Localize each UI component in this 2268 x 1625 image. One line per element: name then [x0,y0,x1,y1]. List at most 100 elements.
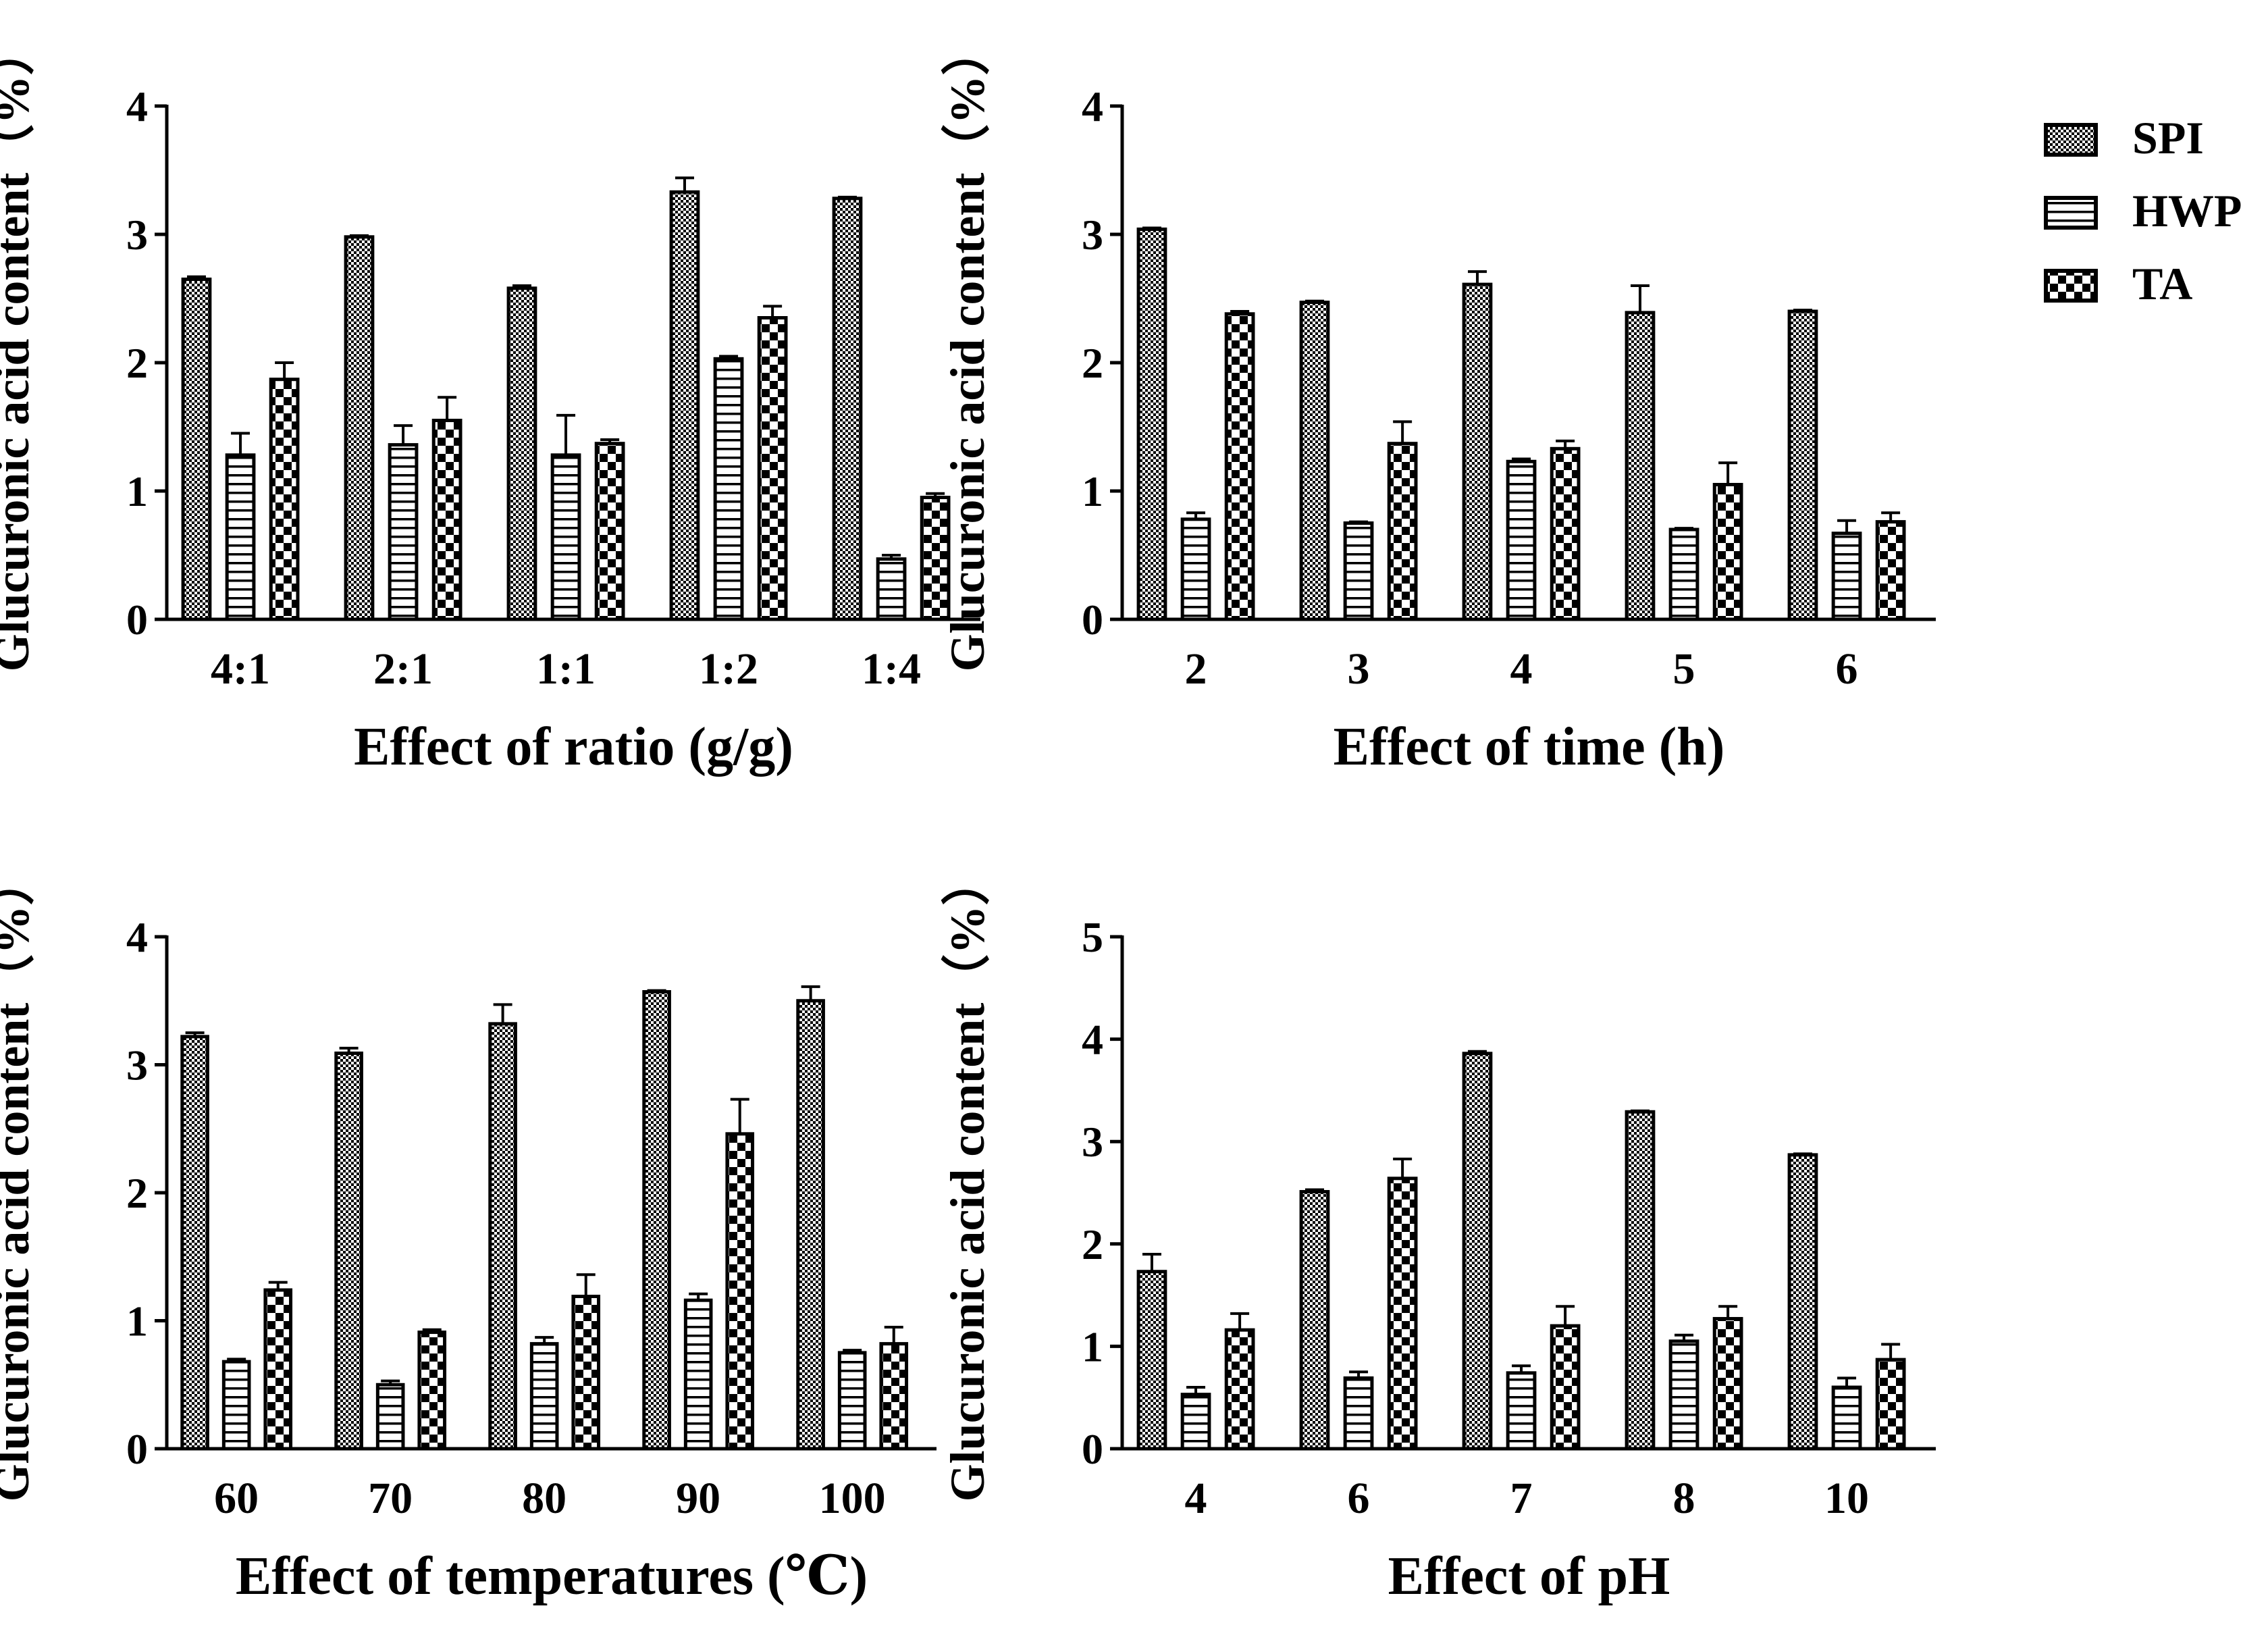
bar-spi-3 [1462,1052,1493,1451]
y-tick-label: 2 [1082,339,1103,387]
x-tick-label: 4 [1510,644,1533,694]
bar-ta-3 [594,442,625,621]
x-tick-label: 1:1 [536,644,596,694]
bar-ta-5 [879,1342,909,1451]
bar-spi-1 [1136,227,1167,621]
y-tick-label: 4 [126,913,148,961]
x-tick-label: 10 [1824,1474,1869,1523]
bar-ta-3 [571,1294,601,1451]
legend-label-spi: SPI [2132,112,2204,163]
x-tick-label: 6 [1836,644,1858,694]
y-tick-label: 3 [1082,211,1103,259]
bar-spi-3 [1462,282,1493,621]
bar-spi-5 [796,999,825,1451]
y-tick-label: 2 [126,1169,148,1217]
bar-ta-3 [1550,1324,1581,1451]
bar-spi-2 [1299,301,1330,621]
bar-spi-4 [1625,311,1656,621]
legend-label-ta: TA [2132,258,2192,309]
y-axis-label: Glucuronic acid content（%） [0,857,39,1502]
bar-hwp-5 [837,1351,867,1451]
y-tick-label: 4 [1082,1016,1103,1064]
bar-spi-2 [1299,1189,1330,1451]
y-tick-label: 0 [1082,1425,1103,1473]
y-tick-label: 2 [1082,1220,1103,1268]
bar-ta-4 [757,316,788,621]
bar-hwp-2 [388,443,419,621]
y-tick-label: 0 [126,596,148,644]
x-tick-label: 1:4 [862,644,921,694]
x-tick-label: 70 [368,1474,413,1523]
x-tick-label: 7 [1510,1474,1533,1523]
y-tick-label: 1 [126,467,148,515]
y-axis-label: Glucuronic acid content（%） [0,27,39,672]
bar-ta-5 [1875,1358,1906,1451]
y-tick-label: 0 [126,1425,148,1473]
x-tick-label: 8 [1673,1474,1695,1523]
y-axis-label: Glucuronic acid content（%） [941,857,995,1502]
bar-hwp-3 [550,453,581,621]
x-axis-label: Effect of time (h) [1334,717,1725,777]
bar-ta-2 [1387,442,1418,621]
x-tick-label: 4 [1185,1474,1207,1523]
bar-hwp-4 [1668,1339,1699,1451]
bar-spi-4 [1625,1110,1656,1451]
bar-ta-5 [1875,520,1906,621]
x-tick-label: 1:2 [699,644,758,694]
x-tick-label: 4:1 [211,644,270,694]
bar-hwp-2 [1343,1376,1374,1451]
bar-spi-1 [181,278,212,621]
bar-hwp-5 [1831,1385,1862,1451]
y-tick-label: 4 [126,82,148,130]
bar-hwp-5 [876,557,907,621]
bar-ta-1 [269,378,300,621]
x-axis-label: Effect of pH [1388,1547,1670,1606]
x-tick-label: 90 [676,1474,720,1523]
bar-spi-4 [669,190,700,621]
y-tick-label: 2 [126,339,148,387]
bar-spi-5 [1787,1153,1818,1451]
bar-ta-4 [1712,483,1743,621]
bar-hwp-1 [225,453,256,621]
x-axis-label: Effect of temperatures (℃) [236,1547,868,1606]
y-tick-label: 3 [126,211,148,259]
chart-panel-1: 0 1 2 3 4 Glucuronic acid content（%） 4:1 2:1 1:1… [0,27,980,777]
x-tick-label: 6 [1348,1474,1370,1523]
legend-swatch-spi [2044,123,2098,157]
bar-ta-1 [1224,312,1255,621]
bar-hwp-5 [1831,532,1862,621]
y-tick-label: 3 [1082,1118,1103,1166]
bar-spi-5 [832,197,863,621]
bar-hwp-2 [1343,521,1374,621]
legend-swatch-ta [2044,269,2098,303]
x-tick-label: 80 [522,1474,566,1523]
bar-hwp-4 [683,1298,713,1451]
legend-swatch-hwp [2044,196,2098,230]
bar-ta-1 [1224,1328,1255,1451]
y-tick-label: 0 [1082,596,1103,644]
bar-spi-3 [488,1022,517,1451]
y-tick-label: 1 [1082,467,1103,515]
x-tick-label: 2 [1185,644,1207,694]
bar-spi-5 [1787,309,1818,621]
bar-ta-3 [1550,446,1581,621]
x-tick-label: 5 [1673,644,1695,694]
y-axis-label: Glucuronic acid content（%） [941,27,995,672]
y-tick-label: 4 [1082,82,1103,130]
bar-hwp-4 [1668,527,1699,621]
x-tick-label: 3 [1348,644,1370,694]
y-tick-label: 5 [1082,913,1103,961]
y-tick-label: 1 [126,1297,148,1345]
legend-label-hwp: HWP [2132,185,2242,236]
x-axis-label: Effect of ratio (g/g) [354,717,793,777]
chart-panel-4: 0 1 2 3 4 5 Glucuronic acid content（%） 4 6 7 8 10 Ef… [941,857,1936,1606]
chart-panel-3: 0 1 2 3 4 Glucuronic acid content（%） 60 70 80 90 1… [0,857,937,1606]
y-tick-label: 3 [126,1041,148,1089]
x-tick-label: 2:1 [373,644,433,694]
bar-hwp-2 [375,1383,405,1451]
bar-spi-1 [1136,1270,1167,1451]
bar-ta-4 [725,1132,755,1451]
bar-ta-2 [417,1331,447,1451]
bar-ta-2 [1387,1177,1418,1451]
